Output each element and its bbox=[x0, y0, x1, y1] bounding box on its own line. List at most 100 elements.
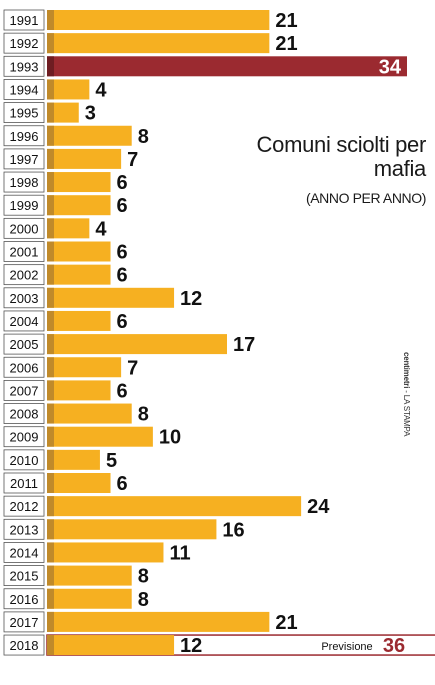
bar-cap bbox=[47, 473, 54, 493]
category-label: 2016 bbox=[10, 592, 39, 607]
value-label: 8 bbox=[138, 589, 149, 611]
value-label: 12 bbox=[180, 635, 202, 657]
value-label: 6 bbox=[117, 242, 128, 264]
bar-cap bbox=[47, 519, 54, 540]
chart-subtitle: (ANNO PER ANNO) bbox=[305, 190, 426, 206]
category-label-box bbox=[3, 171, 45, 193]
category-label-box bbox=[3, 194, 45, 216]
value-label: 6 bbox=[117, 265, 128, 287]
bar-cap bbox=[47, 287, 54, 308]
category-label: 2011 bbox=[10, 476, 38, 491]
category-label-box bbox=[3, 264, 45, 286]
category-label-box bbox=[3, 611, 45, 633]
bar bbox=[47, 195, 111, 216]
bar bbox=[47, 426, 153, 447]
bar-cap bbox=[47, 10, 54, 30]
bar-cap bbox=[47, 496, 54, 517]
bar bbox=[47, 10, 270, 30]
bar-cap bbox=[47, 611, 54, 632]
value-label: 4 bbox=[95, 79, 107, 101]
category-label-box bbox=[3, 310, 45, 332]
category-label: 2015 bbox=[10, 569, 39, 584]
category-label: 2008 bbox=[10, 407, 39, 422]
bar bbox=[47, 148, 122, 169]
bar-cap bbox=[47, 79, 54, 100]
value-label: 7 bbox=[127, 357, 138, 379]
forecast-value: 36 bbox=[383, 635, 405, 657]
category-label-box bbox=[3, 403, 45, 424]
value-label: 34 bbox=[379, 56, 402, 78]
bar-cap bbox=[47, 588, 54, 609]
bar bbox=[47, 33, 270, 54]
category-label-box bbox=[3, 495, 45, 517]
value-label: 24 bbox=[307, 496, 330, 518]
category-label: 2014 bbox=[10, 545, 39, 560]
bar-cap bbox=[47, 56, 54, 77]
bar-cap bbox=[47, 148, 54, 169]
category-label: 2002 bbox=[10, 268, 39, 283]
category-label: 2001 bbox=[10, 245, 39, 260]
bar-cap bbox=[47, 357, 54, 378]
value-label: 6 bbox=[117, 380, 128, 402]
value-label: 21 bbox=[275, 10, 297, 32]
bar-cap bbox=[47, 264, 54, 285]
category-label-box bbox=[3, 379, 45, 401]
bar bbox=[47, 403, 132, 424]
bar-cap bbox=[47, 403, 54, 424]
bar-cap bbox=[47, 172, 54, 193]
category-label: 2003 bbox=[10, 291, 39, 306]
value-label: 21 bbox=[275, 33, 297, 55]
value-label: 6 bbox=[117, 172, 128, 194]
bar bbox=[47, 102, 79, 123]
category-label: 2009 bbox=[10, 430, 39, 445]
credit-brand: centimetri bbox=[402, 352, 411, 389]
category-label-box bbox=[3, 634, 45, 656]
category-label: 1994 bbox=[10, 82, 39, 97]
bar-cap bbox=[47, 542, 54, 563]
category-label: 1996 bbox=[10, 129, 39, 144]
bar-cap bbox=[47, 310, 54, 331]
value-label: 6 bbox=[117, 311, 128, 333]
category-label-box bbox=[3, 32, 45, 54]
bar bbox=[47, 611, 270, 632]
category-label: 2006 bbox=[10, 360, 39, 375]
bar-cap bbox=[47, 635, 54, 656]
value-label: 6 bbox=[117, 195, 128, 217]
bar-cap bbox=[47, 565, 54, 586]
category-label: 1998 bbox=[10, 175, 39, 190]
bar-cap bbox=[47, 218, 54, 239]
bar-cap bbox=[47, 195, 54, 216]
bar bbox=[47, 56, 407, 77]
value-label: 8 bbox=[138, 126, 149, 148]
category-label: 2010 bbox=[10, 453, 39, 468]
category-label-box bbox=[3, 148, 45, 170]
value-label: 5 bbox=[106, 450, 117, 472]
category-label-box bbox=[3, 449, 45, 471]
category-label: 1997 bbox=[10, 152, 39, 167]
bar bbox=[47, 310, 111, 331]
category-label-box bbox=[3, 588, 45, 610]
credit-source: - LA STAMPA bbox=[402, 388, 411, 437]
forecast-label: Previsione bbox=[321, 641, 372, 653]
category-label-box bbox=[3, 287, 45, 309]
bar bbox=[47, 380, 111, 401]
value-label: 17 bbox=[233, 334, 255, 356]
bar bbox=[47, 588, 132, 609]
bar bbox=[47, 565, 132, 586]
category-label: 1992 bbox=[10, 36, 39, 51]
bar bbox=[47, 264, 111, 285]
bar bbox=[47, 519, 217, 540]
bar bbox=[47, 334, 227, 355]
bar-cap bbox=[47, 33, 54, 54]
bar bbox=[47, 542, 164, 563]
category-label: 2013 bbox=[10, 522, 39, 537]
category-label: 2000 bbox=[10, 221, 39, 236]
category-label: 2018 bbox=[10, 638, 39, 653]
category-label-box bbox=[3, 9, 45, 31]
bar bbox=[47, 125, 132, 146]
bar-cap bbox=[47, 125, 54, 146]
value-label: 21 bbox=[275, 612, 297, 634]
bar-cap bbox=[47, 241, 54, 262]
category-label-box bbox=[3, 241, 45, 262]
value-label: 7 bbox=[127, 149, 138, 171]
